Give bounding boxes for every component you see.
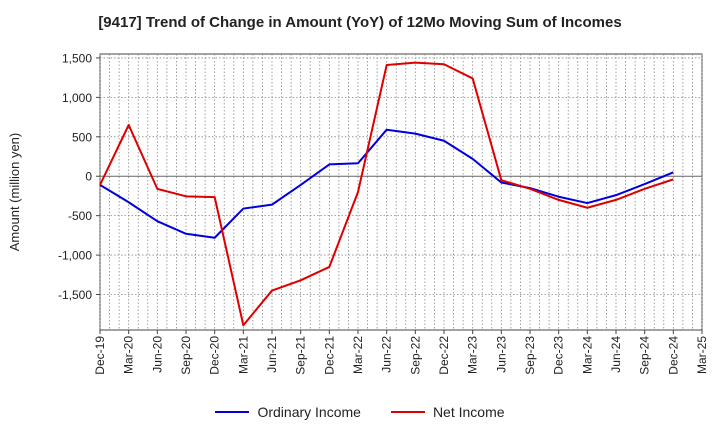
series-line-net-income [99, 61, 674, 327]
x-tick-label: Dec-22 [437, 336, 451, 375]
legend-item-ordinary-income: Ordinary Income [215, 404, 361, 420]
axis-layer: 1,500 1,000 500 0 -500 -1,000 -1,500 Dec-19 Mar-… [58, 51, 709, 374]
x-tick-label: Mar-25 [695, 336, 709, 374]
legend-label-net-income: Net Income [432, 404, 505, 420]
x-tick-label: Sep-22 [408, 336, 422, 375]
y-tick-label: -1,000 [58, 249, 92, 263]
chart-title: [9417] Trend of Change in Amount (YoY) o… [98, 14, 622, 31]
x-tick-label: Sep-21 [294, 336, 308, 375]
x-tick-label: Dec-19 [93, 336, 107, 375]
x-tick-label: Mar-22 [351, 336, 365, 374]
x-tick-label: Mar-23 [466, 336, 480, 374]
legend: Ordinary Income Net Income [0, 404, 720, 420]
x-tick-label: Jun-21 [265, 336, 279, 373]
x-tick-label: Sep-24 [638, 336, 652, 375]
x-tick-label: Mar-21 [236, 336, 250, 374]
legend-item-net-income: Net Income [390, 404, 505, 420]
y-axis-label: Amount (million yen) [7, 133, 22, 252]
y-tick-label: -500 [68, 209, 92, 223]
x-tick-label: Dec-21 [322, 336, 336, 375]
x-tick-label: Jun-24 [609, 336, 623, 373]
y-tick-label: 0 [85, 170, 92, 184]
x-tick-label: Dec-23 [552, 336, 566, 375]
x-tick-label: Jun-23 [494, 336, 508, 373]
x-tick-label: Dec-24 [666, 336, 680, 375]
series-layer [99, 61, 674, 327]
x-tick-label: Jun-20 [150, 336, 164, 373]
series-line-ordinary-income [99, 128, 674, 239]
plot-frame [99, 53, 703, 331]
legend-label-ordinary-income: Ordinary Income [257, 404, 361, 420]
x-tick-label: Mar-24 [580, 336, 594, 374]
y-tick-label: 500 [72, 130, 92, 144]
y-tick-label: 1,000 [62, 91, 92, 105]
y-tick-label: 1,500 [62, 51, 92, 65]
x-tick-label: Jun-22 [380, 336, 394, 373]
x-tick-label: Dec-20 [208, 336, 222, 375]
legend-swatch-net-income [390, 411, 425, 413]
y-tick-label: -1,500 [58, 288, 92, 302]
x-tick-label: Mar-20 [122, 336, 136, 374]
x-tick-label: Sep-20 [179, 336, 193, 375]
legend-swatch-ordinary-income [215, 411, 250, 413]
x-tick-label: Sep-23 [523, 336, 537, 375]
grid-layer [99, 53, 703, 331]
